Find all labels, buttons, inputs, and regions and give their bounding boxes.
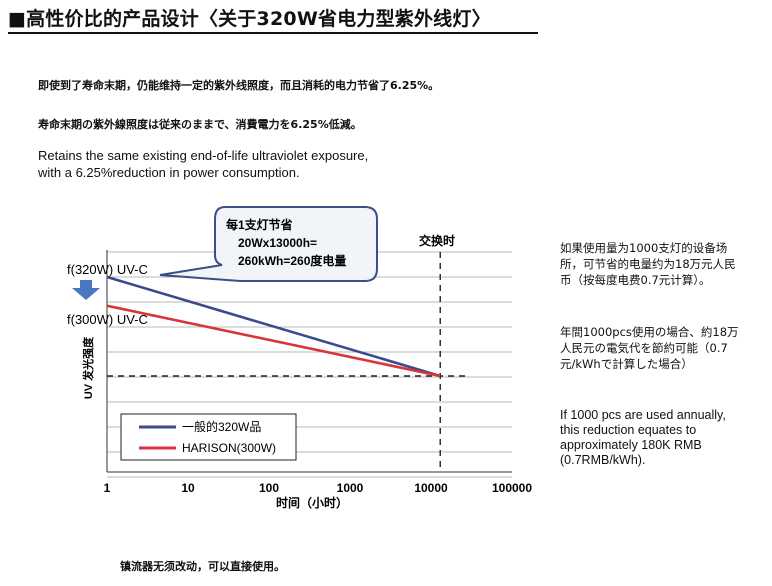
intro-english-line-1: Retains the same existing end-of-life ul… bbox=[38, 148, 369, 163]
legend-label-320w: 一般的320W品 bbox=[182, 419, 261, 434]
y-axis-label: UV 发光强度 bbox=[81, 336, 95, 399]
callout-line-3: 260kWh=260度电量 bbox=[238, 253, 346, 268]
exchange-time-label: 交换时 bbox=[419, 233, 455, 248]
side-note-english-line-2: this reduction equates to bbox=[560, 423, 697, 437]
side-note-english-line-3: approximately 180K RMB bbox=[560, 438, 702, 452]
page-title: ■高性价比的产品设计〈关于320W省电力型紫外线灯〉 bbox=[8, 8, 491, 30]
callout-bubble bbox=[159, 206, 378, 282]
chart-legend: 一般的320W品 HARISON(300W) bbox=[120, 413, 297, 461]
callout-line-1: 每1支灯节省 bbox=[226, 217, 293, 232]
legend-label-300w: HARISON(300W) bbox=[182, 441, 276, 455]
x-tick-label: 100 bbox=[259, 481, 279, 495]
side-note-english-line-1: If 1000 pcs are used annually, bbox=[560, 408, 726, 422]
x-tick-labels: 1 10 100 1000 10000 100000 bbox=[104, 481, 533, 495]
label-320w: f(320W) UV-C bbox=[67, 262, 148, 277]
callout-line-2: 20Wx13000h= bbox=[238, 236, 317, 250]
side-note-chinese-line-2: 所，可节省的电量约为18万元人民 bbox=[560, 257, 736, 271]
x-tick-label: 10000 bbox=[414, 481, 448, 495]
side-note-chinese-line-3: 币（按每度电费0.7元计算）。 bbox=[560, 273, 711, 287]
legend-box bbox=[120, 413, 297, 461]
power-reduction-arrow-icon bbox=[72, 280, 100, 300]
side-note-japanese: 年間1000pcs使用の場合、約18万 人民元の電気代を節約可能（0.7 元/k… bbox=[560, 324, 770, 372]
title-underline bbox=[8, 32, 538, 34]
side-note-chinese-line-1: 如果使用量为1000支灯的设备场 bbox=[560, 241, 728, 255]
side-note-english: If 1000 pcs are used annually, this redu… bbox=[560, 408, 760, 468]
x-tick-label: 1000 bbox=[337, 481, 364, 495]
intro-chinese: 即使到了寿命末期，仍能维持一定的紫外线照度，而且消耗的电力节省了6.25%。 bbox=[38, 79, 440, 92]
series-line-320w bbox=[106, 275, 441, 378]
chart-series bbox=[106, 275, 441, 378]
side-note-japanese-line-2: 人民元の電気代を節約可能（0.7 bbox=[560, 341, 728, 355]
intro-english-line-2: with a 6.25%reduction in power consumpti… bbox=[38, 165, 300, 180]
side-note-english-line-4: (0.7RMB/kWh). bbox=[560, 453, 646, 467]
series-line-300w bbox=[106, 304, 441, 378]
footer-note: 镇流器无须改动，可以直接使用。 bbox=[120, 560, 285, 573]
savings-callout: 每1支灯节省 20Wx13000h= 260kWh=260度电量 bbox=[159, 206, 378, 282]
intro-japanese: 寿命末期の紫外線照度は従来のままで、消費電力を6.25%低減。 bbox=[38, 118, 362, 131]
x-tick-label: 100000 bbox=[492, 481, 532, 495]
side-note-japanese-line-3: 元/kWhで計算した場合） bbox=[560, 357, 693, 371]
x-tick-label: 10 bbox=[181, 481, 195, 495]
side-note-japanese-line-1: 年間1000pcs使用の場合、約18万 bbox=[560, 325, 739, 339]
x-tick-label: 1 bbox=[104, 481, 111, 495]
label-300w: f(300W) UV-C bbox=[67, 312, 148, 327]
x-axis-label: 时间（小时） bbox=[276, 495, 348, 510]
chart-axes bbox=[106, 250, 512, 473]
intro-english: Retains the same existing end-of-life ul… bbox=[38, 147, 368, 181]
side-note-chinese: 如果使用量为1000支灯的设备场 所，可节省的电量约为18万元人民 币（按每度电… bbox=[560, 240, 770, 288]
